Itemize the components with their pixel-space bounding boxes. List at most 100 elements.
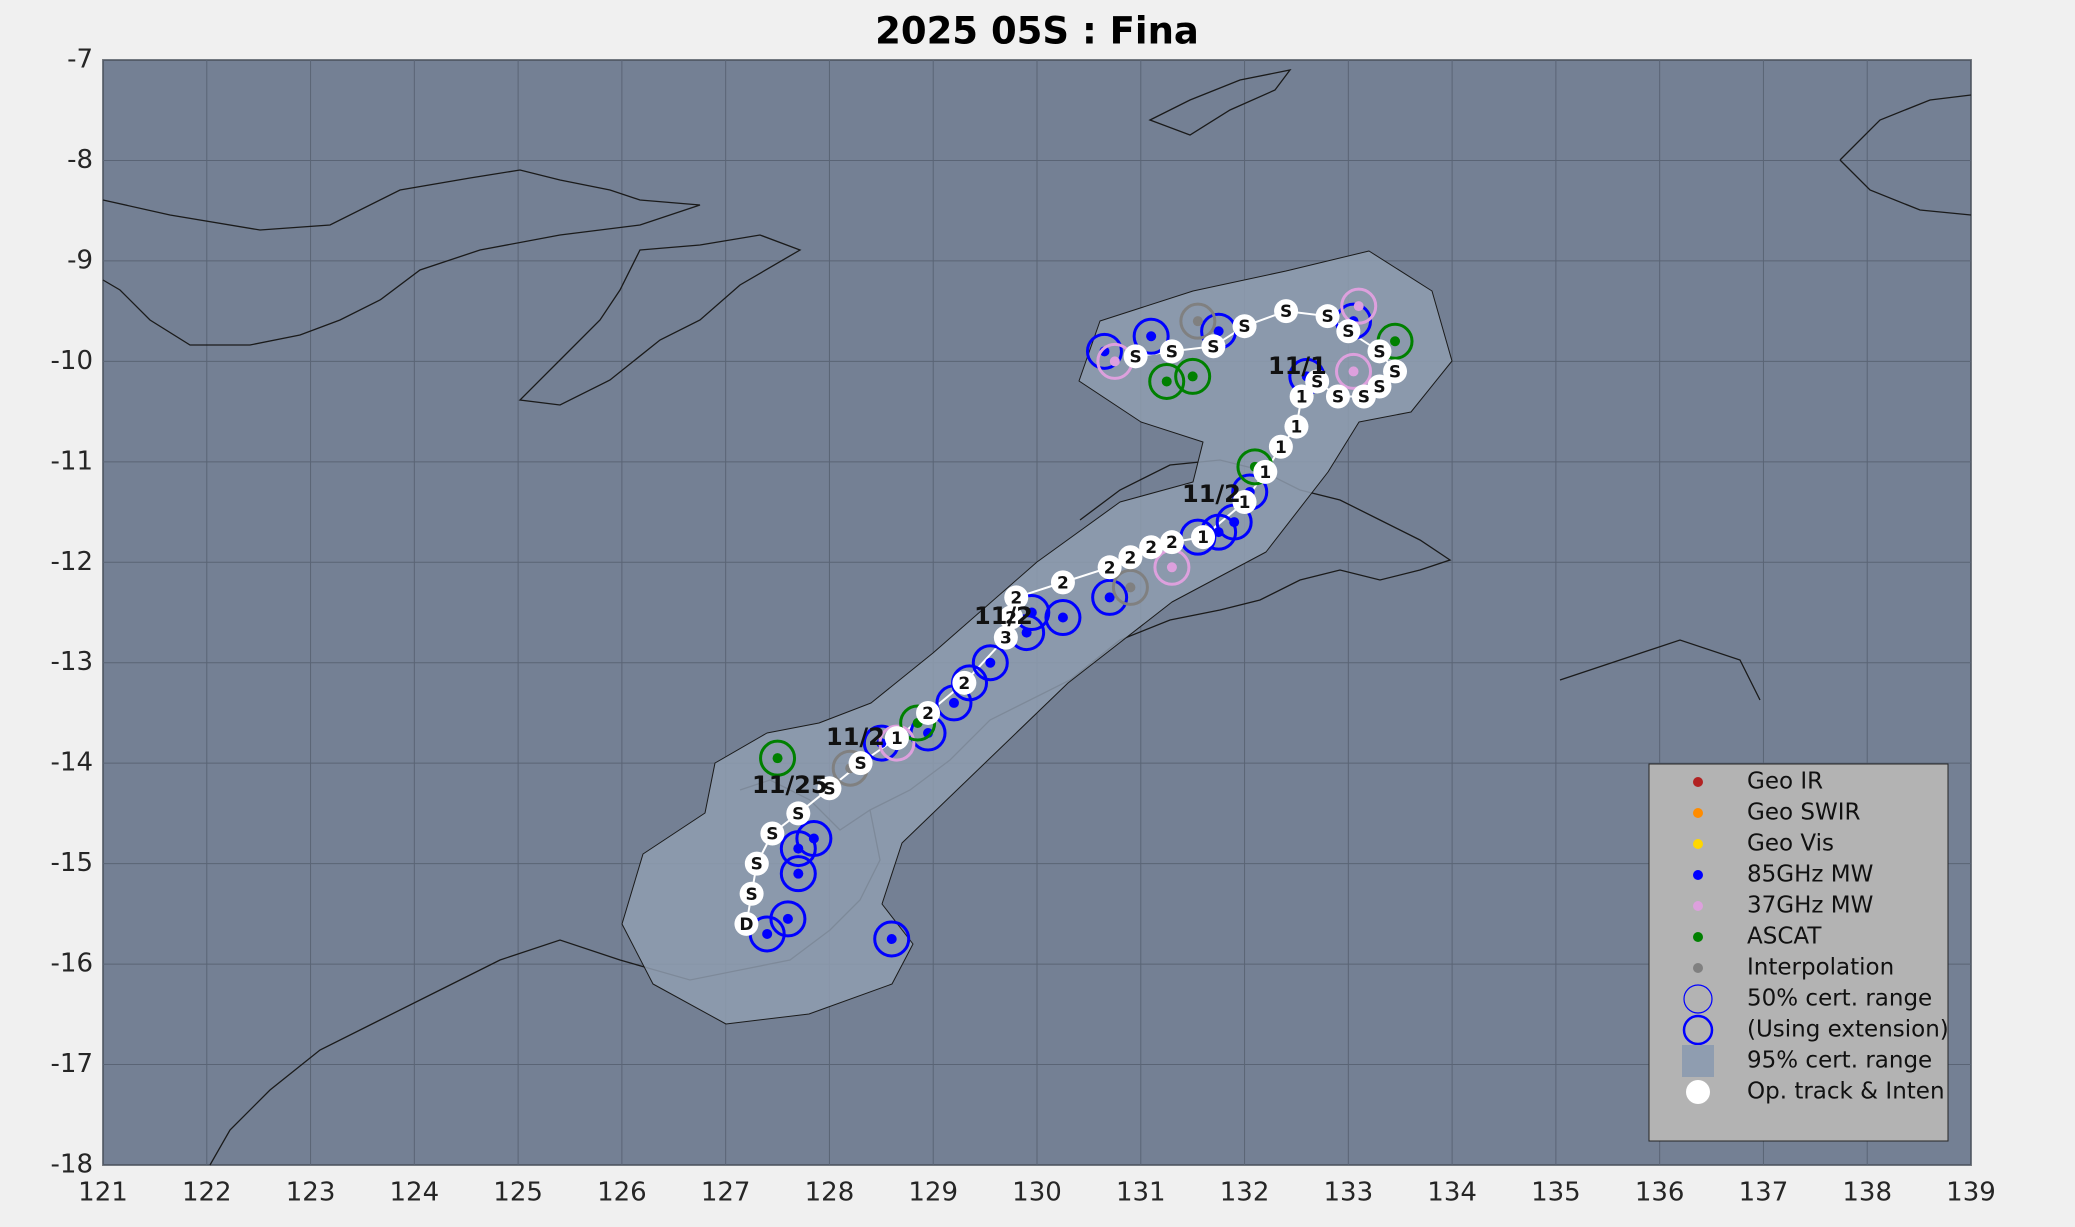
fix-point: [1125, 582, 1136, 593]
x-tick-label: 132: [1220, 1178, 1270, 1208]
legend-marker: [1682, 1014, 1714, 1046]
fix-range: [1044, 599, 1082, 637]
fix-point: [762, 928, 773, 939]
intensity-label: D: [739, 915, 753, 935]
y-tick-label: -13: [51, 647, 93, 677]
fix-point: [1166, 562, 1177, 573]
y-tick-label: -16: [51, 949, 93, 979]
legend-marker: [1693, 932, 1703, 942]
track-point: [1268, 434, 1293, 459]
x-tick-label: 131: [1116, 1178, 1166, 1208]
x-tick-label: 125: [493, 1178, 543, 1208]
x-tick-label: 139: [1946, 1178, 1996, 1208]
track-point: [1050, 570, 1075, 595]
track-point: [848, 751, 873, 776]
x-tick-label: 122: [182, 1178, 232, 1208]
fix-range: [1179, 302, 1217, 340]
fix-point: [1104, 592, 1115, 603]
x-tick-label: 123: [286, 1178, 336, 1208]
fix-point: [772, 753, 783, 764]
fix-point: [1353, 301, 1364, 312]
y-tick-label: -10: [51, 346, 93, 376]
x-tick-label: 138: [1842, 1178, 1892, 1208]
x-tick-label: 135: [1531, 1178, 1581, 1208]
x-tick-label: 128: [805, 1178, 855, 1208]
coast: [1839, 94, 1972, 216]
track-point: [734, 911, 759, 936]
legend-marker: [1693, 963, 1703, 973]
track-point: [993, 625, 1018, 650]
y-tick-label: -18: [51, 1150, 93, 1180]
track-point: [999, 605, 1024, 630]
fix-point: [886, 933, 897, 944]
fix-range: [1132, 317, 1170, 355]
intensity-label: S: [1342, 322, 1354, 342]
date-label: 11/25: [752, 771, 828, 799]
intensity-label: 2: [1005, 609, 1017, 629]
track-point: [1191, 525, 1216, 550]
legend-label: 95% cert. range: [1747, 1048, 1932, 1074]
track-point: [1274, 299, 1299, 324]
intensity-label: S: [1129, 347, 1141, 367]
date-label: 11/2: [974, 602, 1033, 630]
track-point: [1232, 314, 1257, 339]
legend-marker: [1693, 839, 1703, 849]
fix-range: [1174, 357, 1212, 395]
fix-range: [1148, 362, 1186, 400]
legend-label: Op. track & Inten: [1747, 1079, 1945, 1105]
track-point: [1159, 530, 1184, 555]
intensity-label: S: [1321, 307, 1333, 327]
fix-range: [1335, 352, 1373, 390]
track-point: [1336, 319, 1361, 344]
intensity-label: S: [823, 779, 835, 799]
track-point: [1004, 585, 1029, 610]
legend: Geo IR Geo SWIR Geo Vis 85GHz MW 37GHz MW ASC…: [1648, 763, 1949, 1142]
intensity-label: 1: [1197, 528, 1209, 548]
y-tick-label: -12: [51, 547, 93, 577]
legend-label: Geo IR: [1747, 769, 1823, 795]
track-point: [1159, 339, 1184, 364]
legend-marker: [1693, 901, 1703, 911]
y-tick-label: -15: [51, 848, 93, 878]
track-point: [1284, 414, 1309, 439]
intensity-label: S: [1358, 388, 1370, 408]
date-label: 11/2: [826, 723, 885, 751]
intensity-label: S: [1373, 377, 1385, 397]
intensity-label: 2: [1010, 588, 1022, 608]
intensity-label: S: [1166, 342, 1178, 362]
fix-range: [779, 855, 817, 893]
legend-label: Geo SWIR: [1747, 800, 1860, 826]
fix-point: [1348, 366, 1359, 377]
legend-marker: [1693, 808, 1703, 818]
fix-range: [795, 820, 833, 858]
intensity-label: S: [854, 754, 866, 774]
intensity-label: 2: [1124, 548, 1136, 568]
fix-point: [1192, 316, 1203, 327]
y-tick-label: -14: [51, 748, 93, 778]
fix-range: [1340, 287, 1378, 325]
fix-range: [1111, 568, 1149, 606]
fix-point: [793, 868, 804, 879]
track-point: [1367, 339, 1392, 364]
legend-label: 37GHz MW: [1747, 893, 1873, 919]
intensity-label: S: [1207, 337, 1219, 357]
y-tick-label: -8: [67, 145, 93, 175]
x-tick-label: 137: [1739, 1178, 1789, 1208]
legend-marker: [1693, 870, 1703, 880]
x-tick-label: 133: [1324, 1178, 1374, 1208]
fix-point: [1057, 612, 1068, 623]
intensity-label: 1: [1296, 388, 1308, 408]
intensity-label: S: [1280, 302, 1292, 322]
intensity-label: 2: [1145, 538, 1157, 558]
x-tick-label: 136: [1635, 1178, 1685, 1208]
track-point: [1123, 344, 1148, 369]
x-tick-label: 124: [390, 1178, 440, 1208]
intensity-label: S: [766, 825, 778, 845]
track-point: [884, 726, 909, 751]
track-point: [1232, 490, 1257, 514]
track-point: [1097, 555, 1122, 580]
intensity-label: S: [1238, 317, 1250, 337]
intensity-label: 2: [958, 674, 970, 694]
